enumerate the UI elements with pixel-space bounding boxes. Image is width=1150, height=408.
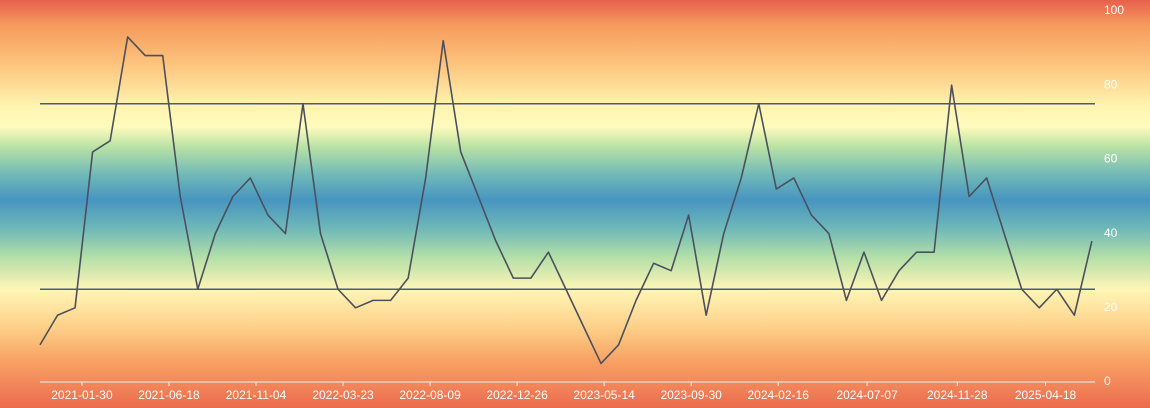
x-tick-label: 2024-11-28: [927, 388, 988, 402]
y-tick-label: 0: [1104, 374, 1111, 388]
y-tick-label: 20: [1104, 300, 1118, 314]
data-line: [39, 36, 1093, 365]
x-tick-label: 2021-01-30: [51, 388, 113, 402]
x-tick-label: 2025-04-18: [1015, 388, 1077, 402]
x-tick-label: 2023-09-30: [660, 388, 722, 402]
x-tick-label: 2021-11-04: [226, 388, 287, 402]
y-tick-label: 100: [1104, 3, 1124, 17]
y-tick-label: 80: [1104, 77, 1118, 91]
y-tick-label: 60: [1104, 152, 1118, 166]
x-tick-label: 2024-07-07: [836, 388, 898, 402]
x-tick-label: 2024-02-16: [747, 388, 809, 402]
x-tick-label: 2022-08-09: [399, 388, 461, 402]
x-tick-label: 2023-05-14: [573, 388, 635, 402]
x-tick-label: 2022-03-23: [312, 388, 374, 402]
x-tick-label: 2021-06-18: [138, 388, 200, 402]
x-tick-label: 2022-12-26: [486, 388, 548, 402]
y-tick-label: 40: [1104, 226, 1118, 240]
